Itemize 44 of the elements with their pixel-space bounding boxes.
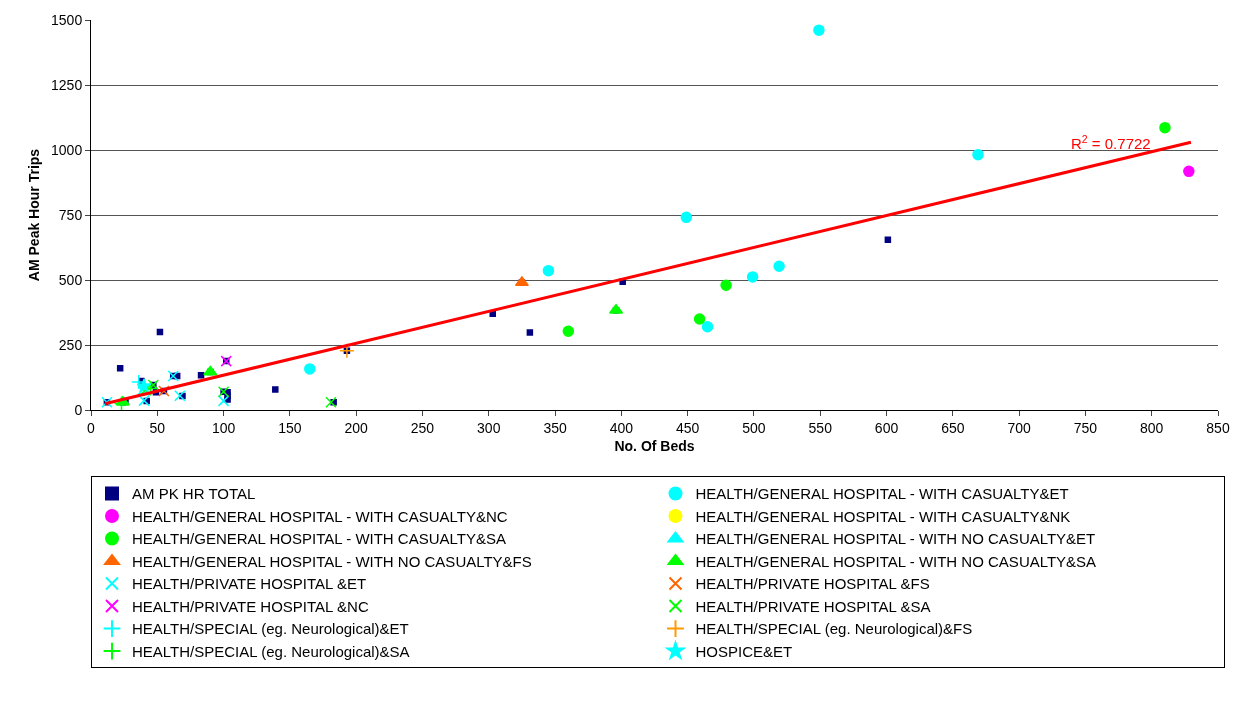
- x-tick-label: 300: [477, 419, 501, 436]
- x-axis-title: No. Of Beds: [614, 438, 695, 455]
- x-tick-label: 650: [941, 419, 965, 436]
- x-tick-label: 800: [1140, 419, 1164, 436]
- legend-label: HEALTH/GENERAL HOSPITAL - WITH NO CASUALTY&ET: [695, 530, 1096, 548]
- x-tick-label: 850: [1206, 419, 1230, 436]
- x-tick-label: 350: [543, 419, 567, 436]
- y-tick-label: 0: [74, 401, 83, 418]
- x-tick-label: 50: [149, 419, 166, 436]
- legend-label: HEALTH/GENERAL HOSPITAL - WITH NO CASUALTY&FS: [132, 552, 532, 570]
- legend-label: HEALTH/GENERAL HOSPITAL - WITH CASUALTY&NC: [132, 507, 508, 525]
- y-tick-label: 1000: [51, 141, 83, 158]
- legend-label: HEALTH/GENERAL HOSPITAL - WITH CASUALTY&NK: [695, 507, 1071, 525]
- x-tick-label: 750: [1073, 419, 1098, 436]
- annotation: R$^{2}$ = 0.7722: [1071, 133, 1151, 153]
- y-tick-label: 250: [58, 336, 83, 353]
- legend-label: HEALTH/SPECIAL (eg. Neurological)&SA: [132, 642, 410, 660]
- legend-label: HEALTH/SPECIAL (eg. Neurological)&ET: [132, 620, 409, 638]
- x-tick-label: 400: [609, 419, 634, 436]
- legend-label: HEALTH/PRIVATE HOSPITAL &FS: [695, 575, 930, 593]
- legend-label: HEALTH/SPECIAL (eg. Neurological)&FS: [695, 620, 973, 638]
- x-tick-label: 250: [410, 419, 435, 436]
- legend-label: AM PK HR TOTAL: [132, 485, 256, 503]
- x-tick-label: 600: [874, 419, 899, 436]
- x-tick-label: 450: [675, 419, 700, 436]
- x-tick-label: 100: [211, 419, 236, 436]
- y-tick-label: 1500: [51, 11, 83, 28]
- y-tick-label: 500: [58, 271, 83, 288]
- legend-label: HEALTH/GENERAL HOSPITAL - WITH CASUALTY&ET: [695, 485, 1069, 503]
- y-axis-title: AM Peak Hour Trips: [25, 148, 42, 282]
- x-tick-label: 550: [808, 419, 833, 436]
- y-tick-label: 1250: [51, 76, 83, 93]
- x-tick-label: 0: [87, 419, 96, 436]
- legend-label: HOSPICE&ET: [695, 642, 793, 660]
- legend-label: HEALTH/GENERAL HOSPITAL - WITH CASUALTY&SA: [132, 530, 506, 548]
- x-tick-label: 700: [1007, 419, 1032, 436]
- legend-label: HEALTH/GENERAL HOSPITAL - WITH NO CASUALTY&SA: [695, 552, 1097, 570]
- x-tick-label: 500: [742, 419, 766, 436]
- x-tick-label: 200: [344, 419, 369, 436]
- x-tick-label: 150: [278, 419, 302, 436]
- legend-label: HEALTH/PRIVATE HOSPITAL &ET: [132, 575, 367, 593]
- legend-label: HEALTH/PRIVATE HOSPITAL &NC: [132, 597, 369, 615]
- y-tick-label: 750: [58, 206, 83, 223]
- legend-label: HEALTH/PRIVATE HOSPITAL &SA: [695, 597, 931, 615]
